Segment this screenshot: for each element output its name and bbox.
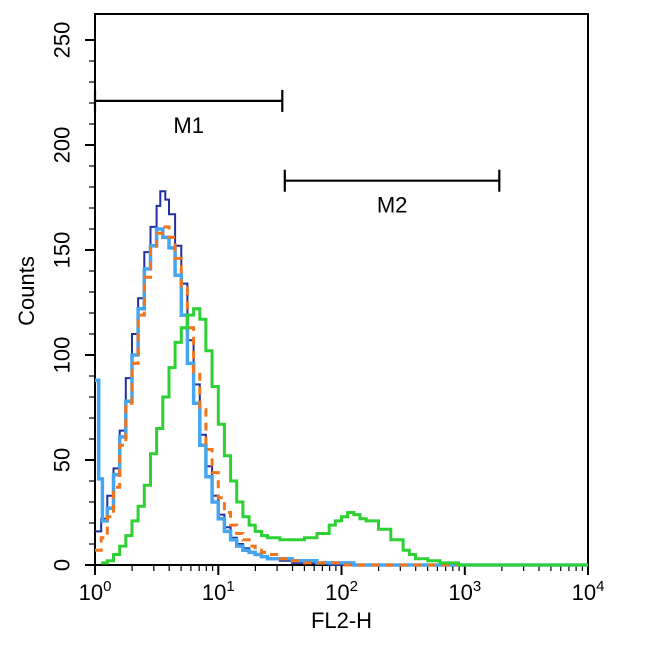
x-tick-label: 103 xyxy=(448,578,481,605)
y-tick-label: 50 xyxy=(50,448,75,472)
y-tick-label: 100 xyxy=(50,337,75,374)
y-tick-label: 0 xyxy=(50,559,75,571)
series-path-green xyxy=(101,307,588,567)
gate-marker-m1: M1 xyxy=(93,89,284,138)
x-tick-label: 102 xyxy=(325,578,358,605)
gate-marker-label: M1 xyxy=(173,113,204,138)
y-tick-label: 250 xyxy=(50,22,75,59)
y-tick-label: 150 xyxy=(50,232,75,269)
gate-marker-m2: M2 xyxy=(283,169,501,218)
plot-frame xyxy=(94,13,589,566)
gate-marker-label: M2 xyxy=(377,193,408,218)
series-path-light-blue xyxy=(95,227,588,567)
x-tick-label: 104 xyxy=(572,578,605,605)
y-axis-label: Counts xyxy=(14,256,39,326)
x-axis-label: FL2-H xyxy=(310,608,373,633)
series-path-orange xyxy=(95,225,588,567)
x-tick-label: 101 xyxy=(202,578,235,605)
x-tick-label: 100 xyxy=(79,578,112,605)
y-tick-label: 200 xyxy=(50,127,75,164)
